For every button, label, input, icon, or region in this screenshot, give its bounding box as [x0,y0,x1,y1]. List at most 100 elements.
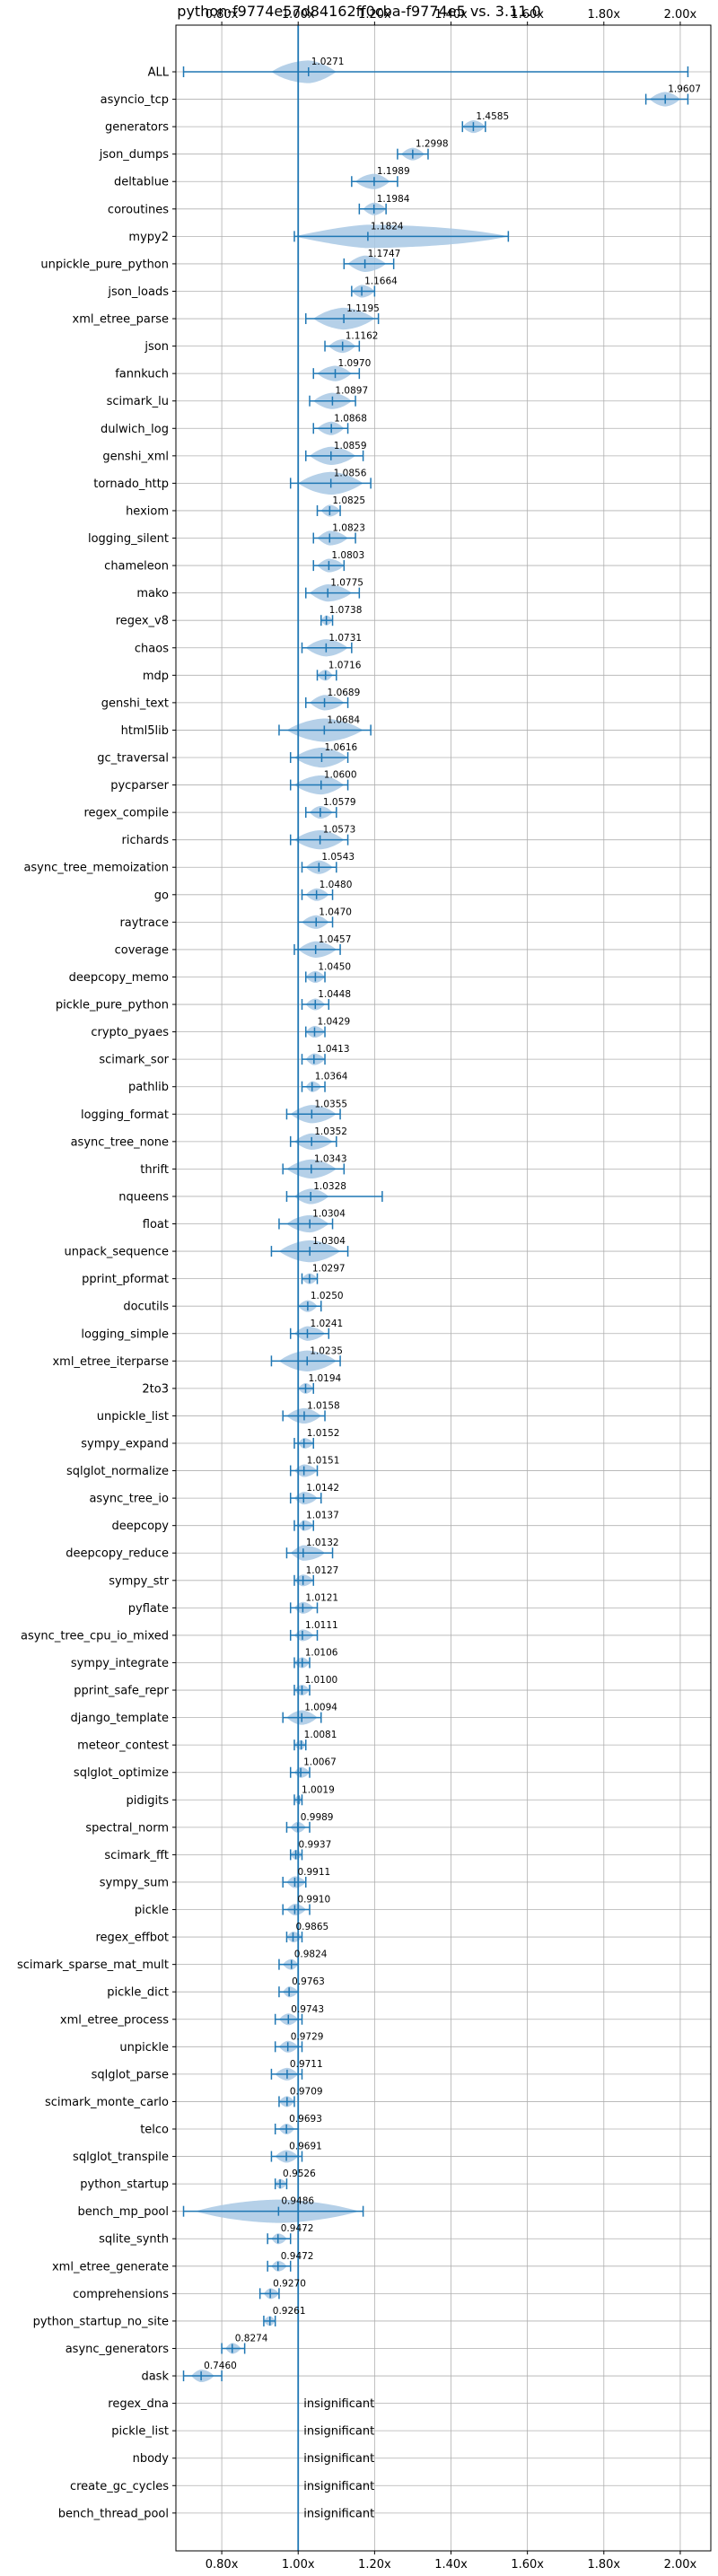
value-label: 1.2998 [416,139,449,150]
benchmark-label: genshi_xml [102,450,169,463]
plot-frame [175,24,712,2552]
value-label: 1.0823 [332,523,365,534]
value-label: 1.0825 [332,495,365,506]
value-label: 1.0970 [338,358,372,369]
benchmark-label: gc_traversal [97,752,169,766]
benchmark-label: docutils [123,1301,169,1314]
value-label: 0.8274 [235,2333,268,2344]
benchmark-label: scimark_lu [107,395,169,408]
value-label: 1.0856 [334,468,367,478]
benchmark-label: mypy2 [128,231,169,244]
benchmark-label: pprint_pformat [82,1273,169,1286]
x-tick-label-bottom: 1.80x [587,2558,620,2572]
value-label: 0.9472 [281,2251,314,2262]
value-label: 1.0094 [304,1703,337,1713]
value-label: 1.0470 [319,907,352,917]
x-tick-label-top: 0.80x [206,8,239,22]
benchmark-label: html5lib [121,724,169,738]
x-tick-label-top: 1.40x [434,8,468,22]
benchmark-label: logging_silent [88,532,169,546]
value-label: 1.0100 [304,1675,337,1686]
benchmark-label: sympy_expand [81,1438,169,1451]
benchmark-label: nqueens [118,1190,169,1204]
value-label: 1.0304 [312,1236,346,1247]
value-label: 1.0429 [317,1017,350,1028]
value-label: 1.0111 [305,1620,338,1631]
value-label: 1.0158 [307,1400,340,1411]
value-label: 1.0106 [305,1647,338,1658]
value-label: 1.0151 [307,1456,340,1467]
benchmark-label: xml_etree_parse [73,313,169,327]
value-label: 0.9865 [295,1922,328,1932]
value-label: 1.0235 [310,1345,343,1356]
benchmark-label: tornado_http [93,478,169,491]
benchmark-label: unpickle_pure_python [40,258,169,271]
benchmark-label: deepcopy_memo [69,971,169,985]
benchmark-label: deepcopy [111,1520,169,1533]
value-label: 1.0352 [314,1126,347,1137]
benchmark-label: scimark_sor [99,1054,169,1067]
benchmark-label: raytrace [119,916,169,930]
insignificant-label: insignificant [303,2507,374,2520]
benchmark-label: sqlite_synth [99,2233,169,2247]
benchmark-label: unpickle_list [97,1410,169,1424]
value-label: 1.0127 [306,1565,339,1576]
chart-title: python-f9774e57d84162ff0cba-f9774e5 vs. … [177,3,540,20]
value-label: 1.0081 [304,1730,337,1740]
label-layer: 1.0271 1.9607 1.4585 1.2998 1.1989 1.1984 1.18… [204,57,701,2520]
value-label: 1.0364 [315,1072,348,1082]
benchmark-label: genshi_text [101,697,169,710]
x-tick-label-top: 1.80x [587,8,620,22]
violin-layer [191,60,680,2383]
benchmark-label: sympy_sum [100,1876,169,1889]
benchmark-label: async_tree_cpu_io_mixed [21,1629,169,1643]
benchmark-label: async_tree_none [71,1135,169,1149]
benchmark-label: sqlglot_parse [92,2068,169,2081]
value-label: 0.9937 [299,1839,332,1850]
value-label: 1.0738 [329,605,363,616]
value-label: 1.0543 [321,852,355,863]
benchmark-label: mako [136,587,169,600]
benchmark-label: dask [141,2370,169,2384]
value-label: 1.0297 [312,1264,346,1275]
x-tick-label-bottom: 1.40x [434,2558,468,2572]
value-label: 1.0194 [308,1373,341,1384]
value-label: 1.0480 [320,880,353,890]
benchmark-label: scimark_fft [104,1849,169,1862]
benchmark-label: coroutines [108,203,169,216]
insignificant-label: insignificant [303,2480,374,2493]
value-label: 1.0573 [323,825,356,836]
benchmark-label: spectral_norm [85,1821,169,1835]
benchmark-label: regex_effbot [95,1932,169,1945]
benchmark-label: crypto_pyaes [91,1026,169,1039]
benchmark-label: regex_dna [108,2397,169,2411]
benchmark-label: unpack_sequence [64,1246,169,1259]
benchmark-label: sqlglot_optimize [74,1766,169,1780]
benchmark-label: logging_simple [81,1327,169,1341]
value-label: 1.1195 [346,303,380,314]
benchmark-label: xml_etree_iterparse [52,1355,169,1369]
value-label: 0.9911 [297,1867,330,1878]
value-label: 1.1984 [377,194,410,205]
benchmark-label: django_template [71,1712,169,1725]
benchmark-label: pycparser [110,779,169,793]
insignificant-label: insignificant [303,2425,374,2439]
axis-layer: 0.80x 0.80x 1.00x 1.00x 1.20x 1.20x 1.40x 1.40x… [17,8,697,2572]
value-label: 1.0859 [334,441,367,451]
value-label: 1.1824 [371,221,404,232]
benchmark-label: xml_etree_generate [52,2260,169,2274]
value-label: 1.0241 [310,1319,343,1329]
benchmark-label: fannkuch [115,368,169,381]
value-label: 1.0355 [314,1099,347,1109]
benchmark-label: scimark_monte_carlo [45,2096,169,2109]
x-tick-label-bottom: 2.00x [664,2558,697,2572]
x-tick-label-top: 2.00x [664,8,697,22]
value-label: 0.9270 [273,2278,306,2289]
value-label: 1.0343 [314,1153,347,1164]
value-label: 1.9607 [668,84,701,95]
benchmark-label: asyncio_tcp [101,93,169,107]
value-label: 0.9743 [291,2004,324,2015]
x-tick-label-top: 1.60x [511,8,544,22]
benchmark-label: xml_etree_process [60,2013,169,2027]
value-label: 0.9711 [290,2059,323,2070]
